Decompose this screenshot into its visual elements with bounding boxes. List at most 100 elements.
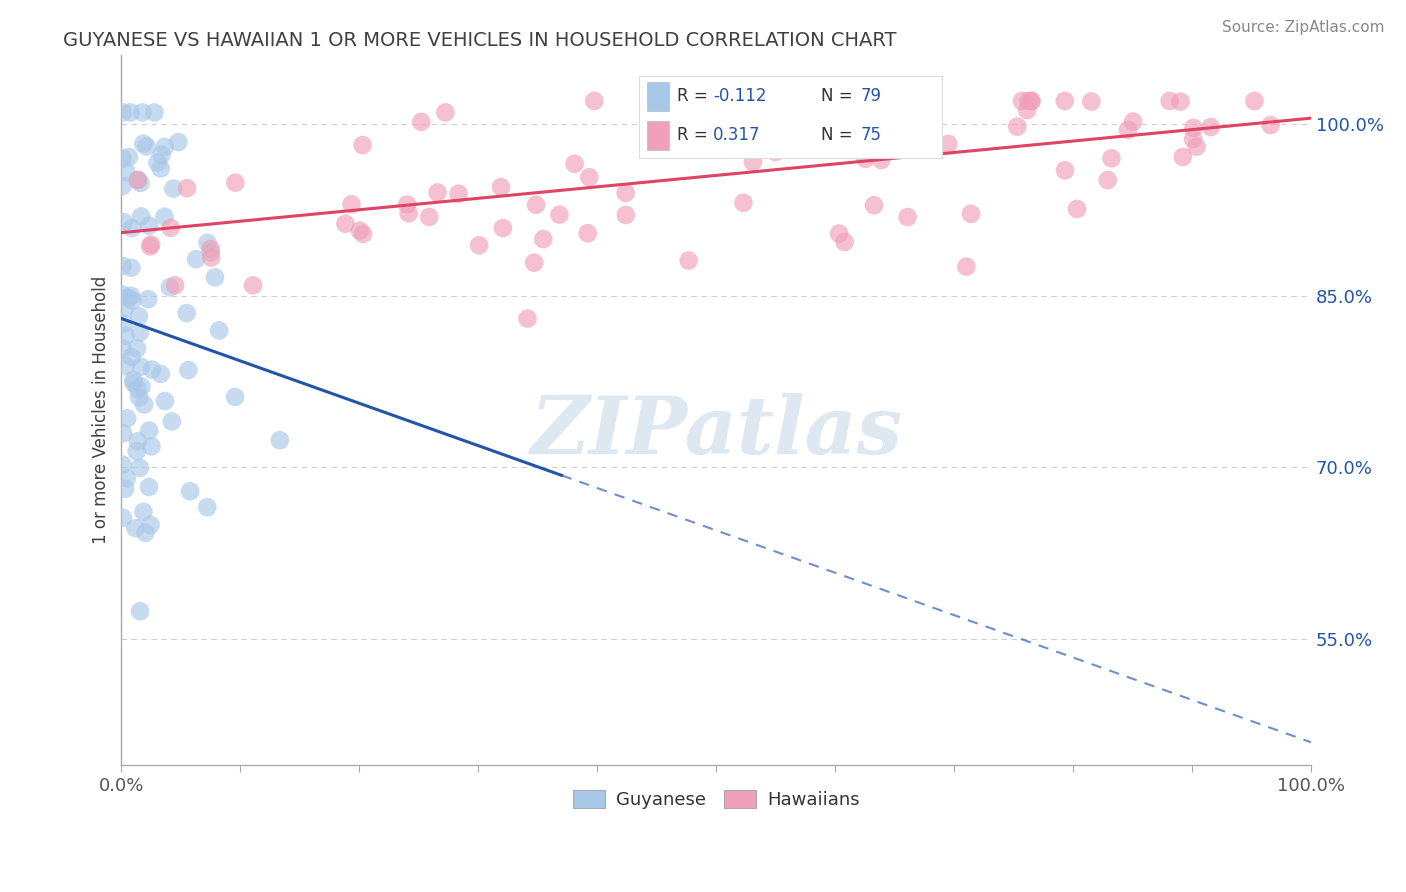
Point [269,433,291,447]
Point [127,382,149,396]
Point [176,306,198,320]
Point [1080,95,1102,109]
Point [1017,103,1039,117]
Point [129,359,152,374]
Point [1066,202,1088,216]
Point [132,136,155,151]
Point [830,128,852,143]
Point [1185,139,1208,153]
Y-axis label: 1 or more Vehicles in Household: 1 or more Vehicles in Household [93,276,110,544]
Point [352,227,374,241]
Point [132,505,155,519]
Point [131,379,153,393]
Point [138,424,160,438]
Point [195,500,218,515]
Point [121,350,143,364]
Point [1243,94,1265,108]
Point [111,259,134,273]
Point [138,292,160,306]
Point [128,460,150,475]
Point [936,136,959,151]
Point [149,367,172,381]
Point [120,260,142,275]
Point [853,94,876,108]
Point [1199,120,1222,134]
Point [897,210,920,224]
Point [200,245,222,260]
Point [153,140,176,154]
Point [159,280,181,294]
Point [162,181,184,195]
Point [1021,94,1043,108]
Point [1159,94,1181,108]
Point [134,525,156,540]
Point [447,186,470,201]
Point [177,363,200,377]
Point [138,480,160,494]
Point [129,604,152,618]
Point [159,220,181,235]
Point [111,179,134,194]
Point [578,170,600,185]
Point [242,278,264,293]
Point [121,293,143,308]
Point [1005,120,1028,134]
Point [111,152,134,166]
Point [224,390,246,404]
Point [141,362,163,376]
Point [692,133,714,147]
Point [111,287,134,301]
Point [523,255,546,269]
Point [1053,94,1076,108]
Point [111,342,134,356]
Point [1260,118,1282,132]
Point [167,135,190,149]
Point [614,208,637,222]
Point [118,150,141,164]
Point [127,173,149,187]
Point [855,152,877,166]
Legend: Guyanese, Hawaiians: Guyanese, Hawaiians [565,783,868,816]
Point [122,376,145,390]
Point [200,242,222,256]
Point [114,359,136,373]
Point [139,517,162,532]
Point [184,252,207,266]
Point [117,291,139,305]
Point [128,310,150,324]
Point [179,484,201,499]
Point [129,210,152,224]
Point [117,411,139,425]
Point [112,317,135,331]
Point [127,173,149,187]
Point [165,278,187,293]
Point [138,219,160,233]
Point [733,195,755,210]
Point [115,471,138,485]
Point [349,224,371,238]
Point [111,105,134,120]
Text: ZIPatlas: ZIPatlas [530,392,903,470]
Point [955,260,977,274]
Point [120,289,142,303]
Point [524,198,547,212]
Point [153,394,176,409]
Point [492,221,515,235]
Point [128,391,150,405]
Point [426,186,449,200]
Point [1116,123,1139,137]
Point [1170,95,1192,109]
Point [489,180,512,194]
Point [160,414,183,428]
Point [548,208,571,222]
Point [146,155,169,169]
Point [870,153,893,167]
Point [176,181,198,195]
Point [834,235,856,249]
Point [129,326,152,340]
Point [583,94,606,108]
Point [124,521,146,535]
Point [125,444,148,458]
Point [411,115,433,129]
Point [204,270,226,285]
